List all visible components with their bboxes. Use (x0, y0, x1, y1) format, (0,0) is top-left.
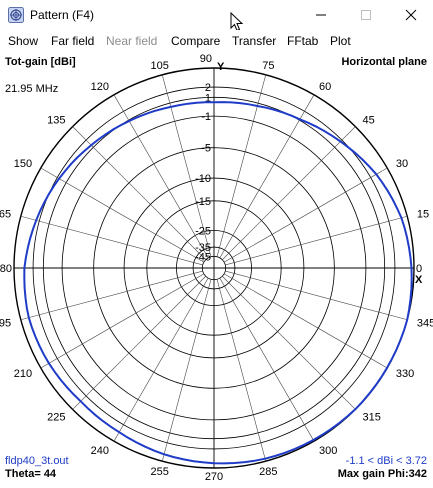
menu-compare[interactable]: Compare (171, 34, 221, 48)
ring-label: 2 (205, 82, 211, 94)
angle-label: 90 (200, 53, 212, 65)
angle-label: 60 (319, 81, 331, 93)
angle-label: 300 (319, 445, 337, 457)
angle-label: 255 (150, 466, 168, 478)
max-gain-label: Max gain Phi:342 (337, 468, 427, 480)
ring-label: -25 (195, 225, 211, 237)
angle-label: 225 (47, 411, 65, 423)
angle-label: 285 (259, 466, 277, 478)
radial-line (222, 126, 356, 260)
menu-plot[interactable]: Plot (330, 34, 351, 48)
radial-line (20, 215, 203, 266)
radial-line (72, 276, 206, 410)
angle-label: 15 (417, 209, 429, 221)
radial-line (219, 277, 315, 442)
menu-far-field[interactable]: Far field (51, 34, 95, 48)
pattern-plot-area[interactable]: 2 1 -1 -5 -10 -15 -25 -35 -45 0 15 30 45 60 75 90 105 120… (0, 52, 433, 483)
radial-line (222, 276, 356, 410)
title-bar: Pattern (F4) (0, 0, 433, 32)
radial-line (113, 94, 209, 259)
angle-label: 120 (91, 81, 109, 93)
ring-label: 1 (205, 92, 211, 104)
radial-line (216, 279, 267, 462)
file-name-label: fldp40_3t.out (5, 455, 69, 467)
angle-label: 150 (14, 158, 32, 170)
radial-line (225, 215, 408, 266)
angle-label: 180 (0, 263, 12, 275)
angle-label: 270 (205, 471, 223, 483)
menu-fftab[interactable]: FFtab (287, 34, 319, 48)
gain-range-label: -1.1 < dBi < 3.72 (345, 455, 427, 467)
ring-label: -45 (195, 251, 211, 263)
angle-label: 75 (262, 60, 274, 72)
radial-line (72, 126, 206, 260)
theta-label: Theta= 44 (5, 468, 57, 480)
maximize-icon (360, 10, 371, 20)
radial-line (223, 167, 388, 263)
radial-line (223, 273, 388, 369)
polar-plot: 21 -1 -5 -10 -15 -25 -35-45 0 15 30 45 60 75 90 105 120… (0, 53, 433, 483)
angle-label: 0 (416, 263, 422, 275)
angle-label: 45 (362, 115, 374, 127)
window-title: Pattern (F4) (30, 8, 95, 22)
mouse-cursor-icon (230, 12, 244, 32)
minimize-button[interactable] (298, 0, 343, 30)
ring-label: -10 (195, 173, 211, 185)
angle-label: 135 (47, 115, 65, 127)
close-button[interactable] (388, 0, 433, 30)
y-axis-label: Y (217, 61, 225, 73)
angle-label: 240 (91, 445, 109, 457)
angle-label: 195 (0, 317, 11, 329)
ring-label: -5 (201, 143, 211, 155)
radial-line (113, 277, 209, 442)
menu-near-field[interactable]: Near field (106, 34, 158, 48)
angle-label: 330 (396, 368, 414, 380)
angle-label: 315 (362, 411, 380, 423)
frequency-label: 21.95 MHz (5, 83, 59, 95)
ring-label: -35 (195, 242, 211, 254)
angle-label: 105 (150, 60, 168, 72)
ring-label: -1 (201, 111, 211, 123)
angle-label: 165 (0, 209, 11, 221)
menu-bar: Show Far field Near field Compare Transf… (0, 30, 433, 52)
radial-line (225, 270, 408, 321)
ring-label: -15 (195, 196, 211, 208)
radial-line (20, 270, 203, 321)
menu-show[interactable]: Show (8, 34, 39, 48)
radial-line (219, 94, 315, 259)
radial-line (40, 273, 205, 369)
plot-plane-label: Horizontal plane (341, 56, 427, 68)
close-icon (405, 9, 416, 21)
radial-line (161, 74, 212, 257)
radial-line (161, 279, 212, 462)
angle-label: 345 (417, 317, 433, 329)
minimize-icon (315, 14, 326, 16)
angle-label: 210 (14, 368, 32, 380)
radial-line (40, 167, 205, 263)
menu-transfer[interactable]: Transfer (232, 34, 277, 48)
maximize-button[interactable] (343, 0, 388, 30)
pattern-curve (23, 101, 413, 465)
app-icon (8, 7, 24, 23)
x-axis-label: X (415, 274, 423, 286)
angle-label: 30 (396, 158, 408, 170)
plot-quantity-label: Tot-gain [dBi] (5, 56, 76, 68)
